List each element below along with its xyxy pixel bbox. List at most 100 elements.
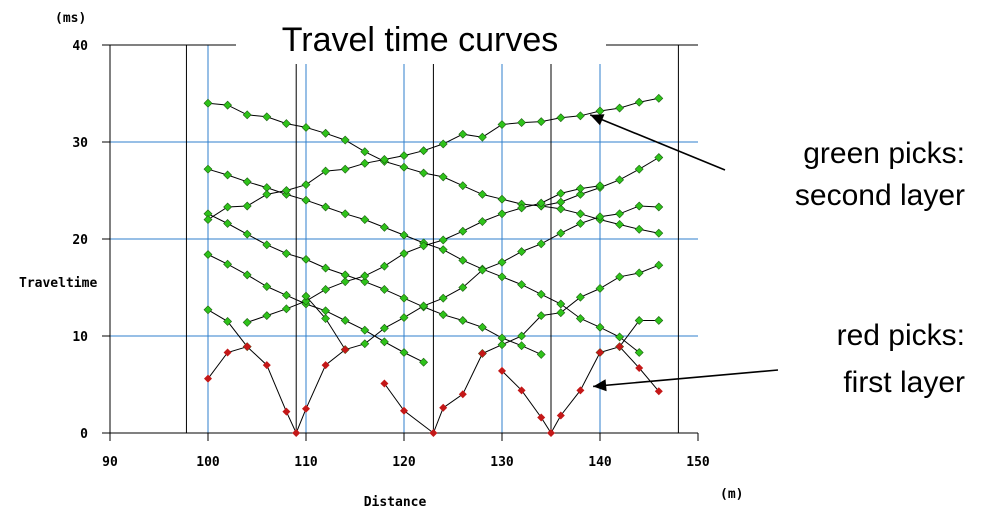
data-point-s0-p15 (497, 194, 507, 204)
data-point-s6-p16 (556, 188, 566, 198)
data-point-s6-p7 (379, 261, 389, 271)
data-point-s7-p9 (379, 155, 389, 164)
data-point-s12-p4 (302, 404, 310, 413)
data-point-s2-p1 (556, 197, 566, 207)
data-point-s2-p5 (634, 164, 644, 174)
data-point-s7-p8 (360, 158, 370, 168)
y-unit-label: (ms) (55, 11, 86, 26)
data-point-s3-p9 (379, 222, 389, 232)
data-point-s4-p10 (399, 348, 409, 357)
data-point-s6-p5 (340, 277, 350, 287)
data-point-s7-p21 (615, 103, 625, 113)
data-point-s0-p14 (477, 189, 487, 199)
data-point-s4-p6 (321, 306, 331, 316)
data-point-s8-p6 (419, 301, 429, 311)
annotation-green-line2: second layer (795, 179, 965, 212)
data-point-s7-p4 (281, 186, 291, 195)
data-point-s13-p3 (439, 403, 448, 412)
data-point-s9-p9 (654, 260, 664, 270)
data-point-s1-p1 (223, 219, 233, 228)
data-point-s8-p12 (536, 239, 546, 249)
data-point-s7-p5 (301, 180, 311, 190)
data-point-s12-p6 (341, 345, 350, 354)
data-point-s3-p6 (321, 202, 331, 212)
x-tick-label-120: 120 (392, 455, 416, 470)
annotation-red-line2: first layer (843, 366, 965, 399)
series-line-1 (207, 213, 542, 355)
data-point-s0-p13 (458, 181, 468, 191)
data-point-s8-p4 (379, 323, 389, 333)
data-point-s7-p1 (223, 202, 233, 212)
annotation-arrow-head-0 (590, 114, 605, 126)
data-point-s4-p7 (340, 316, 350, 325)
data-point-s1-p8 (360, 277, 370, 287)
data-point-s12-p2 (282, 407, 291, 416)
series-line-4 (207, 254, 424, 363)
data-point-s4-p9 (379, 337, 389, 347)
data-point-s8-p13 (556, 228, 566, 238)
data-point-s1-p14 (477, 322, 487, 332)
data-point-s8-p0 (301, 291, 311, 301)
data-point-s3-p20 (595, 322, 605, 332)
x-tick-label-150: 150 (686, 455, 710, 470)
data-point-s6-p11 (458, 226, 468, 236)
data-point-s1-p13 (458, 316, 468, 325)
data-point-s1-p2 (242, 229, 252, 239)
data-point-s3-p22 (634, 348, 644, 357)
data-point-s7-p7 (340, 164, 350, 174)
y-tick-label-30: 30 (72, 136, 88, 151)
data-point-s11-p1 (223, 348, 232, 357)
data-point-s7-p17 (536, 117, 546, 127)
data-point-s3-p16 (517, 280, 527, 290)
data-point-s8-p7 (438, 293, 448, 303)
data-point-s3-p7 (340, 209, 350, 219)
data-point-s12-p1 (262, 361, 271, 370)
annotation-red-line1: red picks: (837, 319, 965, 352)
y-tick-label-20: 20 (72, 233, 88, 248)
annotation-arrow-head-1 (593, 379, 607, 392)
data-point-s14-p2 (537, 413, 546, 422)
data-point-s4-p2 (242, 270, 252, 280)
x-tick-label-100: 100 (196, 455, 220, 470)
annotation-green-line1: green picks: (803, 137, 965, 170)
data-point-s1-p9 (379, 285, 389, 294)
axes-layer (102, 44, 699, 441)
data-point-s8-p1 (321, 314, 331, 323)
data-point-s6-p9 (419, 241, 429, 251)
data-point-s1-p10 (399, 293, 409, 303)
series-line-9 (482, 264, 659, 354)
data-point-s8-p15 (595, 212, 605, 222)
grid-layer (110, 45, 698, 433)
series-points-layer (203, 93, 664, 437)
data-point-s0-p5 (301, 123, 311, 132)
data-point-s14-p0 (498, 366, 506, 375)
data-point-s15-p1 (635, 364, 644, 373)
text-layer: Travel time curves (ms) (m) Traveltime D… (19, 11, 965, 510)
data-point-s8-p16 (615, 209, 625, 219)
data-point-s7-p3 (262, 189, 272, 199)
title-background (236, 18, 606, 64)
data-point-s3-p8 (360, 215, 370, 225)
data-point-s6-p4 (321, 285, 331, 294)
data-point-s8-p17 (634, 201, 644, 211)
data-point-s7-p15 (497, 120, 507, 129)
data-point-s13-p4 (458, 390, 467, 399)
y-axis-label: Traveltime (19, 276, 97, 291)
data-point-s6-p8 (399, 249, 409, 258)
data-point-s10-p3 (654, 316, 664, 325)
x-tick-label-90: 90 (102, 455, 118, 470)
x-tick-label-140: 140 (588, 455, 612, 470)
data-point-s6-p6 (360, 271, 370, 281)
data-point-s9-p1 (497, 340, 507, 350)
data-point-s8-p3 (360, 339, 370, 349)
data-point-s8-p18 (654, 202, 664, 212)
data-point-s6-p3 (301, 296, 311, 306)
data-point-s9-p3 (536, 311, 546, 321)
data-point-s0-p3 (262, 112, 272, 122)
data-point-s7-p23 (654, 93, 664, 103)
x-unit-label: (m) (720, 487, 743, 502)
data-point-s6-p10 (438, 235, 448, 245)
x-tick-label-110: 110 (294, 455, 318, 470)
data-point-s9-p6 (595, 284, 605, 293)
